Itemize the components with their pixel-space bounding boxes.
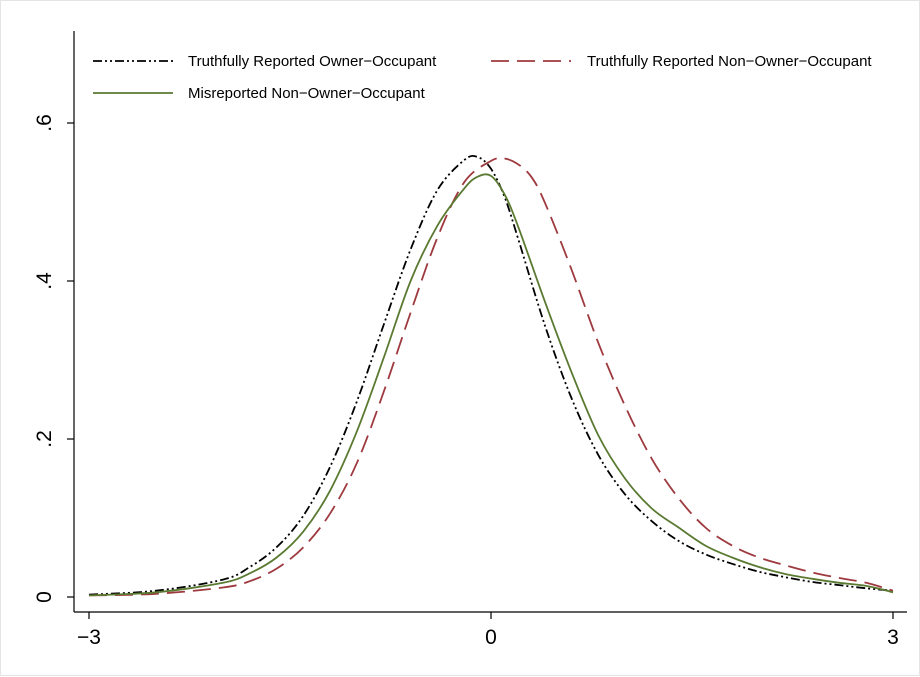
- x-tick-label: 0: [485, 626, 497, 649]
- y-tick-label: .6: [33, 114, 56, 132]
- legend-label-1: Truthfully Reported Non−Owner−Occupant: [587, 53, 872, 70]
- x-tick-label: 3: [887, 626, 899, 649]
- legend: Truthfully Reported Owner−Occupant Truthf…: [93, 53, 872, 102]
- series-line-0: [88, 154, 894, 596]
- legend-label-0: Truthfully Reported Owner−Occupant: [188, 53, 437, 70]
- series-line-1: [88, 157, 894, 597]
- series-layer: [88, 154, 894, 597]
- y-tick-label: .4: [33, 272, 56, 290]
- x-tick-label: −3: [77, 626, 101, 649]
- y-tick-label: 0: [33, 591, 56, 603]
- axes: 0 .2 .4 .6 −3 0 3: [33, 31, 907, 649]
- y-tick-label: .2: [33, 430, 56, 448]
- legend-label-2: Misreported Non−Owner−Occupant: [188, 85, 426, 102]
- series-line-2: [88, 173, 894, 597]
